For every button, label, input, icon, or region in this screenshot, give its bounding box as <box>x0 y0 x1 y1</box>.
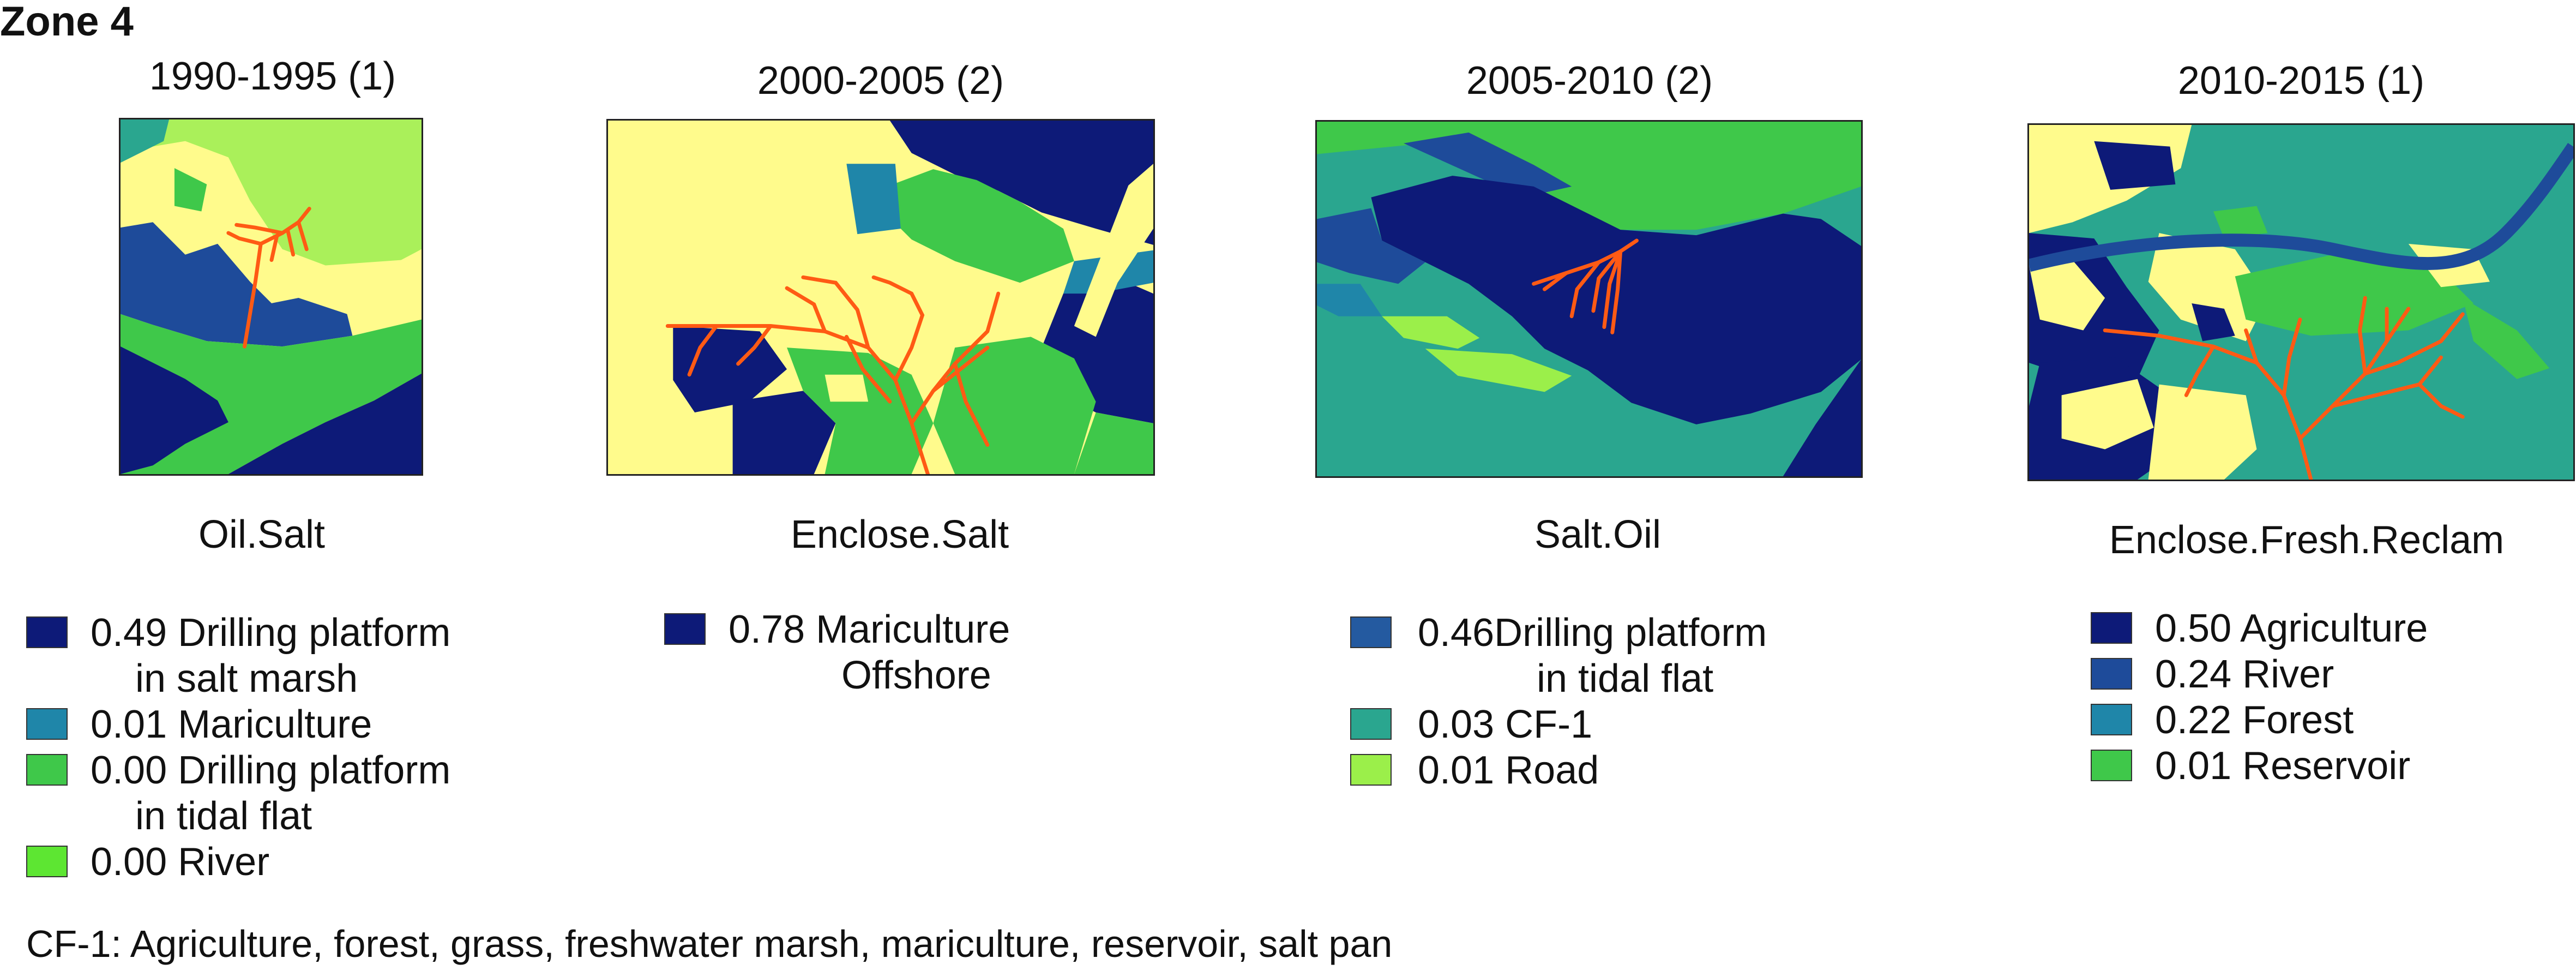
legend-swatch <box>1350 754 1392 786</box>
legend-item: 0.01 Road <box>1350 747 1767 793</box>
legend-item: 0.49 Drilling platform in salt marsh <box>26 610 450 702</box>
legend-swatch <box>2091 658 2132 690</box>
legend-item: 0.01 Mariculture <box>26 702 450 747</box>
legend-1990-1995: 0.49 Drilling platform in salt marsh 0.0… <box>26 610 450 885</box>
map-2000-2005 <box>606 119 1155 476</box>
legend-2000-2005: 0.78 Mariculture Offshore <box>664 607 1010 698</box>
legend-item: 0.00 Drilling platform in tidal flat <box>26 747 450 839</box>
process-label-1990-1995: Oil.Salt <box>198 513 326 556</box>
legend-2005-2010: 0.46Drilling platform in tidal flat 0.03… <box>1350 610 1767 793</box>
legend-swatch <box>26 846 68 877</box>
process-label-2010-2015: Enclose.Fresh.Reclam <box>2109 518 2505 562</box>
legend-item: 0.01 Reservoir <box>2091 743 2428 789</box>
map-2010-2015 <box>2027 123 2575 481</box>
legend-swatch <box>26 708 68 740</box>
legend-swatch <box>2091 704 2132 735</box>
legend-item: 0.00 River <box>26 839 450 885</box>
map-1990-1995 <box>119 118 423 476</box>
legend-swatch <box>2091 750 2132 781</box>
footnote: CF-1: Agriculture, forest, grass, freshw… <box>26 923 1393 965</box>
legend-2010-2015: 0.50 Agriculture 0.24 River 0.22 Forest … <box>2091 606 2428 789</box>
legend-swatch <box>664 613 706 645</box>
process-label-2005-2010: Salt.Oil <box>1534 513 1662 556</box>
zone-title: Zone 4 <box>0 0 134 45</box>
legend-swatch <box>1350 708 1392 740</box>
legend-item: 0.46Drilling platform in tidal flat <box>1350 610 1767 702</box>
legend-item: 0.78 Mariculture Offshore <box>664 607 1010 698</box>
period-title-2005-2010: 2005-2010 (2) <box>1466 59 1713 103</box>
legend-swatch <box>26 616 68 648</box>
legend-swatch <box>2091 612 2132 644</box>
period-title-2000-2005: 2000-2005 (2) <box>757 59 1004 103</box>
legend-item: 0.22 Forest <box>2091 697 2428 743</box>
process-label-2000-2005: Enclose.Salt <box>790 513 1009 556</box>
legend-item: 0.50 Agriculture <box>2091 606 2428 651</box>
period-title-1990-1995: 1990-1995 (1) <box>149 55 396 98</box>
legend-item: 0.03 CF-1 <box>1350 702 1767 747</box>
legend-swatch <box>1350 616 1392 648</box>
legend-item: 0.24 River <box>2091 651 2428 697</box>
map-2005-2010 <box>1315 120 1863 478</box>
legend-swatch <box>26 754 68 786</box>
period-title-2010-2015: 2010-2015 (1) <box>2177 59 2425 103</box>
